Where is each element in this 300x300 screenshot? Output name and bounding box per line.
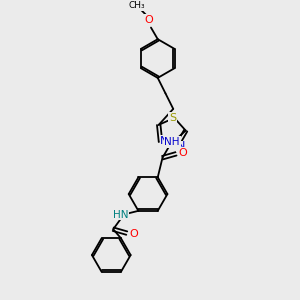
Text: O: O: [178, 148, 187, 158]
Text: N: N: [160, 136, 169, 146]
Text: O: O: [129, 229, 138, 239]
Text: HN: HN: [113, 210, 129, 220]
Text: O: O: [145, 15, 153, 25]
Text: CH₃: CH₃: [128, 1, 145, 10]
Text: S: S: [169, 113, 176, 123]
Text: NH: NH: [164, 137, 180, 147]
Text: N: N: [177, 141, 185, 151]
